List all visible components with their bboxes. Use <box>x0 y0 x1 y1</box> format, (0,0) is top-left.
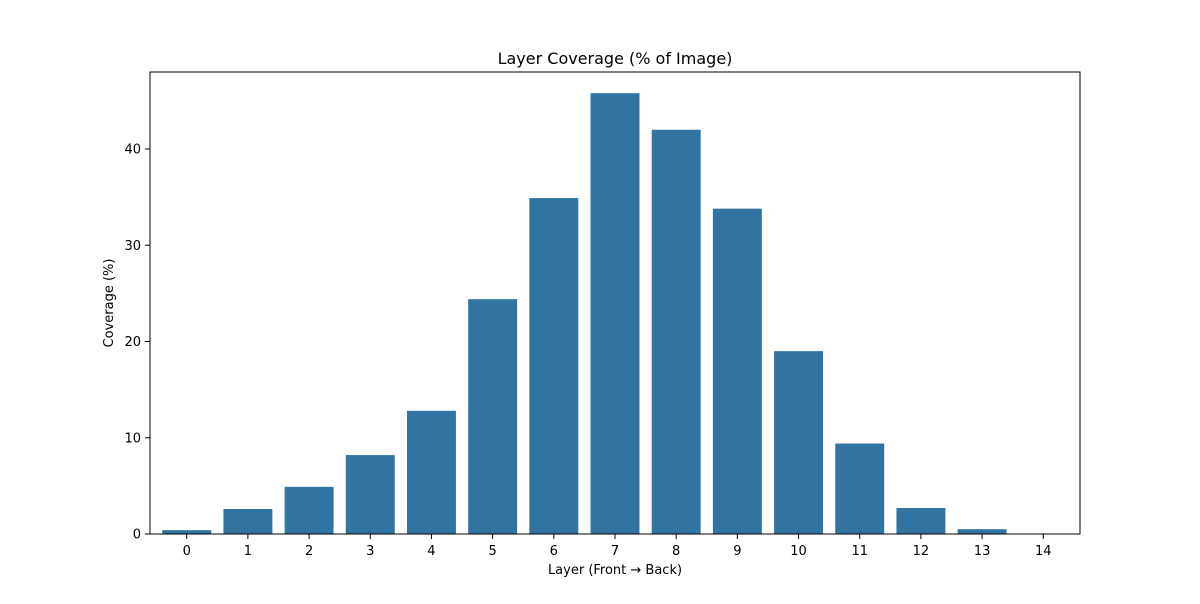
bar-layer-1 <box>223 508 273 534</box>
plot-frame <box>149 71 1081 535</box>
y-tick-label: 20 <box>124 335 141 350</box>
bar-layer-6 <box>529 198 579 534</box>
x-tick-label: 13 <box>974 544 991 559</box>
y-axis: 0 10 20 30 40 <box>124 143 150 543</box>
bar-layer-10 <box>774 351 824 535</box>
x-tick-label: 6 <box>550 544 558 559</box>
x-tick-label: 3 <box>366 544 374 559</box>
x-tick-label: 11 <box>851 544 868 559</box>
bar-layer-9 <box>712 208 762 534</box>
x-tick-label: 9 <box>733 544 741 559</box>
bar-layer-11 <box>835 443 885 534</box>
x-tick-label: 14 <box>1035 544 1052 559</box>
x-tick-label: 8 <box>672 544 680 559</box>
y-tick-label: 30 <box>124 239 141 254</box>
y-tick-label: 0 <box>133 528 141 543</box>
chart-title: Layer Coverage (% of Image) <box>498 49 733 68</box>
bar-layer-13 <box>957 529 1007 534</box>
x-tick-label: 1 <box>244 544 252 559</box>
x-tick-label: 12 <box>913 544 930 559</box>
x-tick-label: 0 <box>183 544 191 559</box>
bar-layer-8 <box>651 129 701 534</box>
y-tick-label: 10 <box>124 431 141 446</box>
bar-layer-2 <box>284 486 334 534</box>
bar-layer-12 <box>896 508 946 534</box>
x-tick-label: 5 <box>488 544 496 559</box>
bar-layer-4 <box>406 410 456 534</box>
bar-layer-7 <box>590 93 640 535</box>
bar-layer-5 <box>468 299 518 534</box>
x-axis: 0 1 2 3 4 5 6 7 8 9 10 11 12 13 14 <box>183 534 1052 559</box>
x-tick-label: 7 <box>611 544 619 559</box>
y-tick-label: 40 <box>124 143 141 158</box>
y-axis-label: Coverage (%) <box>102 259 117 348</box>
x-axis-label: Layer (Front → Back) <box>548 563 682 578</box>
bars-group <box>162 93 1007 535</box>
bar-layer-0 <box>162 530 212 534</box>
x-tick-label: 4 <box>427 544 435 559</box>
x-tick-label: 10 <box>790 544 807 559</box>
bar-layer-3 <box>345 455 395 534</box>
x-tick-label: 2 <box>305 544 313 559</box>
